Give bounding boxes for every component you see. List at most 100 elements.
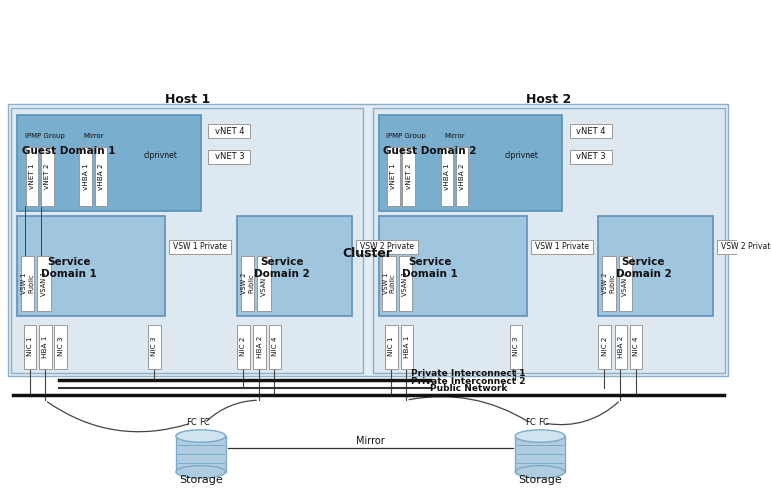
Text: NIC 2: NIC 2 xyxy=(241,337,246,356)
Bar xyxy=(8,104,729,376)
Text: FC: FC xyxy=(186,418,197,427)
Text: Mirror: Mirror xyxy=(356,436,385,446)
Text: Host 1: Host 1 xyxy=(165,93,210,105)
Text: VSAN 2: VSAN 2 xyxy=(622,271,628,296)
Bar xyxy=(598,216,713,316)
Bar xyxy=(379,216,527,316)
Bar xyxy=(399,256,412,311)
Bar xyxy=(456,147,469,206)
Text: VSW 1 Private: VSW 1 Private xyxy=(534,242,588,251)
Text: Service
Domain 2: Service Domain 2 xyxy=(615,258,672,279)
Bar xyxy=(37,256,51,311)
Text: Mirror: Mirror xyxy=(83,133,104,139)
Bar xyxy=(630,325,642,368)
Bar xyxy=(241,256,254,311)
Ellipse shape xyxy=(176,430,226,442)
Bar xyxy=(237,325,250,368)
Text: vNET 4: vNET 4 xyxy=(214,127,244,136)
Text: Mirror: Mirror xyxy=(445,133,466,139)
Bar xyxy=(21,256,35,311)
Bar xyxy=(401,325,413,368)
Text: NIC 1: NIC 1 xyxy=(27,337,33,356)
Text: HBA 1: HBA 1 xyxy=(404,336,409,358)
Text: Storage: Storage xyxy=(179,475,223,484)
Bar xyxy=(379,115,562,211)
Text: vNET 1: vNET 1 xyxy=(29,164,35,190)
Text: vNET 3: vNET 3 xyxy=(214,152,244,161)
Text: Service
Domain 1: Service Domain 1 xyxy=(41,258,96,279)
Text: VSW 1
Public: VSW 1 Public xyxy=(22,273,34,294)
Ellipse shape xyxy=(176,466,226,478)
Bar xyxy=(148,325,160,368)
Bar xyxy=(12,108,363,373)
Bar xyxy=(373,108,725,373)
Text: Cluster: Cluster xyxy=(342,247,392,261)
Bar xyxy=(614,325,627,368)
Text: clprivnet: clprivnet xyxy=(505,151,539,160)
Bar xyxy=(24,325,36,368)
Text: vHBA 2: vHBA 2 xyxy=(98,163,104,190)
Bar xyxy=(258,256,271,311)
Text: VSW 2 Private: VSW 2 Private xyxy=(721,242,771,251)
Bar xyxy=(382,256,396,311)
Bar xyxy=(618,256,632,311)
Bar xyxy=(208,150,251,164)
Bar xyxy=(237,216,352,316)
Bar xyxy=(530,239,593,254)
Text: clprivnet: clprivnet xyxy=(143,151,177,160)
Text: VSW 2
Public: VSW 2 Public xyxy=(602,273,615,294)
Text: NIC 3: NIC 3 xyxy=(151,337,157,356)
Bar xyxy=(402,147,415,206)
Text: NIC 4: NIC 4 xyxy=(633,337,639,356)
Text: FC: FC xyxy=(199,418,210,427)
Ellipse shape xyxy=(515,430,565,442)
Text: Storage: Storage xyxy=(518,475,562,484)
Text: vNET 4: vNET 4 xyxy=(576,127,605,136)
Bar xyxy=(208,124,251,138)
Bar xyxy=(355,239,418,254)
Text: Service
Domain 1: Service Domain 1 xyxy=(402,258,458,279)
Text: Host 2: Host 2 xyxy=(526,93,571,105)
Bar xyxy=(602,256,616,311)
Text: Private Interconnect 1: Private Interconnect 1 xyxy=(411,369,526,378)
Text: NIC 4: NIC 4 xyxy=(272,337,278,356)
Text: vNET 2: vNET 2 xyxy=(44,164,50,190)
Text: FC: FC xyxy=(525,418,536,427)
Text: VSW 2 Private: VSW 2 Private xyxy=(360,242,414,251)
Text: Service
Domain 2: Service Domain 2 xyxy=(254,258,310,279)
Text: NIC 2: NIC 2 xyxy=(601,337,608,356)
Bar xyxy=(25,147,39,206)
Text: IPMP Group: IPMP Group xyxy=(386,133,426,139)
Text: vHBA 2: vHBA 2 xyxy=(460,163,465,190)
Text: VSAN 1: VSAN 1 xyxy=(41,271,47,296)
Text: vNET 3: vNET 3 xyxy=(576,152,605,161)
Bar xyxy=(598,325,611,368)
Bar xyxy=(387,147,399,206)
Bar xyxy=(570,124,612,138)
Bar xyxy=(268,325,281,368)
Bar xyxy=(717,239,771,254)
Text: NIC 3: NIC 3 xyxy=(58,337,64,356)
Bar xyxy=(17,115,200,211)
Bar xyxy=(79,147,92,206)
Text: VSW 1
Public: VSW 1 Public xyxy=(382,273,396,294)
Text: HBA 2: HBA 2 xyxy=(257,336,263,358)
Bar xyxy=(510,325,522,368)
Text: VSAN 1: VSAN 1 xyxy=(402,271,409,296)
Text: VSW 2
Public: VSW 2 Public xyxy=(241,273,254,294)
Text: Public Network: Public Network xyxy=(429,385,507,394)
Bar xyxy=(441,147,453,206)
Text: VSW 1 Private: VSW 1 Private xyxy=(173,242,227,251)
Bar xyxy=(386,325,398,368)
Text: vHBA 1: vHBA 1 xyxy=(82,163,89,190)
Text: VSAN 2: VSAN 2 xyxy=(261,271,267,296)
Bar xyxy=(570,150,612,164)
Bar xyxy=(55,325,67,368)
Text: FC: FC xyxy=(539,418,549,427)
Bar xyxy=(254,325,266,368)
Text: Private Interconnect 2: Private Interconnect 2 xyxy=(411,377,526,386)
Text: Guest Domain 2: Guest Domain 2 xyxy=(383,146,477,156)
Text: NIC 1: NIC 1 xyxy=(389,337,395,356)
Text: vNET 1: vNET 1 xyxy=(390,164,396,190)
Bar xyxy=(515,436,565,472)
